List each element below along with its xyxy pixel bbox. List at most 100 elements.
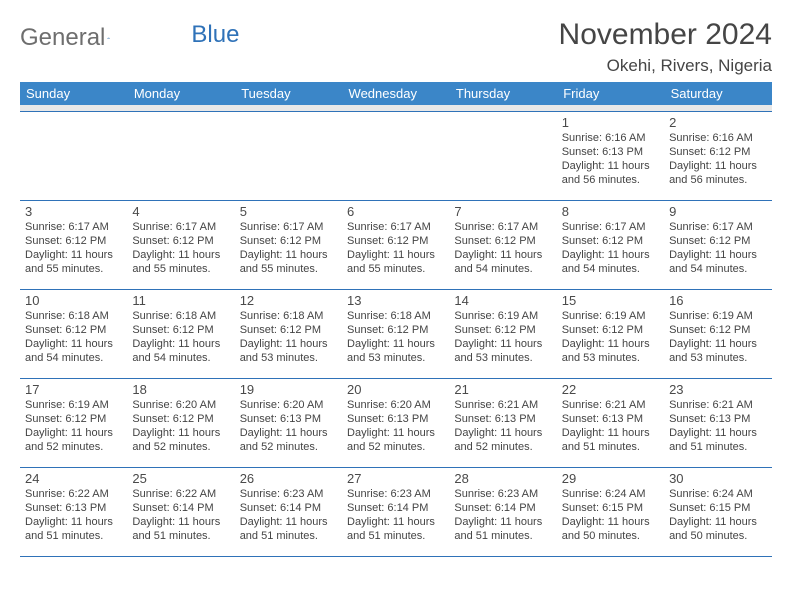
day-number: 5 (240, 204, 337, 219)
calendar-row: 24Sunrise: 6:22 AMSunset: 6:13 PMDayligh… (20, 467, 772, 556)
sunset-line: Sunset: 6:12 PM (240, 323, 337, 337)
sunrise-line: Sunrise: 6:21 AM (562, 398, 659, 412)
weekday-header: Friday (557, 82, 664, 105)
day-cell: 27Sunrise: 6:23 AMSunset: 6:14 PMDayligh… (342, 467, 449, 556)
day-info: Sunrise: 6:20 AMSunset: 6:13 PMDaylight:… (240, 398, 337, 454)
day-cell: 28Sunrise: 6:23 AMSunset: 6:14 PMDayligh… (449, 467, 556, 556)
day-number: 21 (454, 382, 551, 397)
header: General Blue November 2024 Okehi, Rivers… (20, 18, 772, 76)
day-cell: 22Sunrise: 6:21 AMSunset: 6:13 PMDayligh… (557, 378, 664, 467)
day-info: Sunrise: 6:17 AMSunset: 6:12 PMDaylight:… (240, 220, 337, 276)
sunset-line: Sunset: 6:13 PM (240, 412, 337, 426)
daylight-line: Daylight: 11 hours and 55 minutes. (240, 248, 337, 276)
daylight-line: Daylight: 11 hours and 53 minutes. (240, 337, 337, 365)
daylight-line: Daylight: 11 hours and 53 minutes. (454, 337, 551, 365)
day-info: Sunrise: 6:18 AMSunset: 6:12 PMDaylight:… (347, 309, 444, 365)
day-cell: 7Sunrise: 6:17 AMSunset: 6:12 PMDaylight… (449, 200, 556, 289)
sunrise-line: Sunrise: 6:18 AM (132, 309, 229, 323)
day-number: 12 (240, 293, 337, 308)
day-cell: 14Sunrise: 6:19 AMSunset: 6:12 PMDayligh… (449, 289, 556, 378)
day-cell: 25Sunrise: 6:22 AMSunset: 6:14 PMDayligh… (127, 467, 234, 556)
sunrise-line: Sunrise: 6:24 AM (562, 487, 659, 501)
sunrise-line: Sunrise: 6:20 AM (347, 398, 444, 412)
day-cell: 19Sunrise: 6:20 AMSunset: 6:13 PMDayligh… (235, 378, 342, 467)
weekday-header: Tuesday (235, 82, 342, 105)
day-number: 6 (347, 204, 444, 219)
month-title: November 2024 (559, 18, 772, 52)
weekday-header: Monday (127, 82, 234, 105)
logo-text-2: Blue (191, 21, 239, 49)
sunrise-line: Sunrise: 6:22 AM (132, 487, 229, 501)
daylight-line: Daylight: 11 hours and 51 minutes. (240, 515, 337, 543)
day-info: Sunrise: 6:17 AMSunset: 6:12 PMDaylight:… (25, 220, 122, 276)
empty-cell (449, 111, 556, 200)
sunset-line: Sunset: 6:12 PM (132, 323, 229, 337)
daylight-line: Daylight: 11 hours and 52 minutes. (347, 426, 444, 454)
day-info: Sunrise: 6:19 AMSunset: 6:12 PMDaylight:… (454, 309, 551, 365)
sunset-line: Sunset: 6:13 PM (347, 412, 444, 426)
sunset-line: Sunset: 6:13 PM (562, 412, 659, 426)
day-number: 15 (562, 293, 659, 308)
logo-text-1: General (20, 24, 105, 52)
day-number: 16 (669, 293, 766, 308)
sunrise-line: Sunrise: 6:19 AM (562, 309, 659, 323)
logo-sail-icon (107, 29, 110, 47)
weekday-header: Sunday (20, 82, 127, 105)
day-cell: 5Sunrise: 6:17 AMSunset: 6:12 PMDaylight… (235, 200, 342, 289)
sunrise-line: Sunrise: 6:22 AM (25, 487, 122, 501)
day-number: 4 (132, 204, 229, 219)
day-number: 30 (669, 471, 766, 486)
day-number: 11 (132, 293, 229, 308)
daylight-line: Daylight: 11 hours and 51 minutes. (347, 515, 444, 543)
daylight-line: Daylight: 11 hours and 54 minutes. (132, 337, 229, 365)
calendar-row: 17Sunrise: 6:19 AMSunset: 6:12 PMDayligh… (20, 378, 772, 467)
sunrise-line: Sunrise: 6:23 AM (347, 487, 444, 501)
sunset-line: Sunset: 6:12 PM (669, 234, 766, 248)
day-number: 7 (454, 204, 551, 219)
sunrise-line: Sunrise: 6:21 AM (454, 398, 551, 412)
sunset-line: Sunset: 6:12 PM (669, 323, 766, 337)
sunrise-line: Sunrise: 6:17 AM (347, 220, 444, 234)
daylight-line: Daylight: 11 hours and 52 minutes. (240, 426, 337, 454)
calendar-table: Sunday Monday Tuesday Wednesday Thursday… (20, 82, 772, 557)
day-info: Sunrise: 6:16 AMSunset: 6:12 PMDaylight:… (669, 131, 766, 187)
daylight-line: Daylight: 11 hours and 54 minutes. (454, 248, 551, 276)
day-number: 23 (669, 382, 766, 397)
day-cell: 23Sunrise: 6:21 AMSunset: 6:13 PMDayligh… (664, 378, 771, 467)
weekday-header: Saturday (664, 82, 771, 105)
day-info: Sunrise: 6:18 AMSunset: 6:12 PMDaylight:… (25, 309, 122, 365)
day-cell: 2Sunrise: 6:16 AMSunset: 6:12 PMDaylight… (664, 111, 771, 200)
daylight-line: Daylight: 11 hours and 53 minutes. (562, 337, 659, 365)
day-number: 10 (25, 293, 122, 308)
daylight-line: Daylight: 11 hours and 52 minutes. (25, 426, 122, 454)
day-cell: 4Sunrise: 6:17 AMSunset: 6:12 PMDaylight… (127, 200, 234, 289)
sunset-line: Sunset: 6:13 PM (669, 412, 766, 426)
sunset-line: Sunset: 6:13 PM (25, 501, 122, 515)
day-info: Sunrise: 6:18 AMSunset: 6:12 PMDaylight:… (240, 309, 337, 365)
day-number: 14 (454, 293, 551, 308)
day-number: 13 (347, 293, 444, 308)
daylight-line: Daylight: 11 hours and 51 minutes. (562, 426, 659, 454)
day-info: Sunrise: 6:16 AMSunset: 6:13 PMDaylight:… (562, 131, 659, 187)
sunset-line: Sunset: 6:12 PM (347, 234, 444, 248)
sunrise-line: Sunrise: 6:17 AM (25, 220, 122, 234)
day-info: Sunrise: 6:19 AMSunset: 6:12 PMDaylight:… (562, 309, 659, 365)
day-number: 22 (562, 382, 659, 397)
day-number: 28 (454, 471, 551, 486)
sunset-line: Sunset: 6:12 PM (669, 145, 766, 159)
daylight-line: Daylight: 11 hours and 50 minutes. (562, 515, 659, 543)
daylight-line: Daylight: 11 hours and 55 minutes. (25, 248, 122, 276)
sunset-line: Sunset: 6:13 PM (562, 145, 659, 159)
day-info: Sunrise: 6:23 AMSunset: 6:14 PMDaylight:… (240, 487, 337, 543)
day-info: Sunrise: 6:18 AMSunset: 6:12 PMDaylight:… (132, 309, 229, 365)
day-number: 17 (25, 382, 122, 397)
day-info: Sunrise: 6:17 AMSunset: 6:12 PMDaylight:… (132, 220, 229, 276)
day-number: 8 (562, 204, 659, 219)
sunset-line: Sunset: 6:12 PM (240, 234, 337, 248)
sunset-line: Sunset: 6:12 PM (25, 412, 122, 426)
day-info: Sunrise: 6:20 AMSunset: 6:12 PMDaylight:… (132, 398, 229, 454)
daylight-line: Daylight: 11 hours and 55 minutes. (132, 248, 229, 276)
sunset-line: Sunset: 6:12 PM (132, 412, 229, 426)
day-number: 18 (132, 382, 229, 397)
day-cell: 24Sunrise: 6:22 AMSunset: 6:13 PMDayligh… (20, 467, 127, 556)
